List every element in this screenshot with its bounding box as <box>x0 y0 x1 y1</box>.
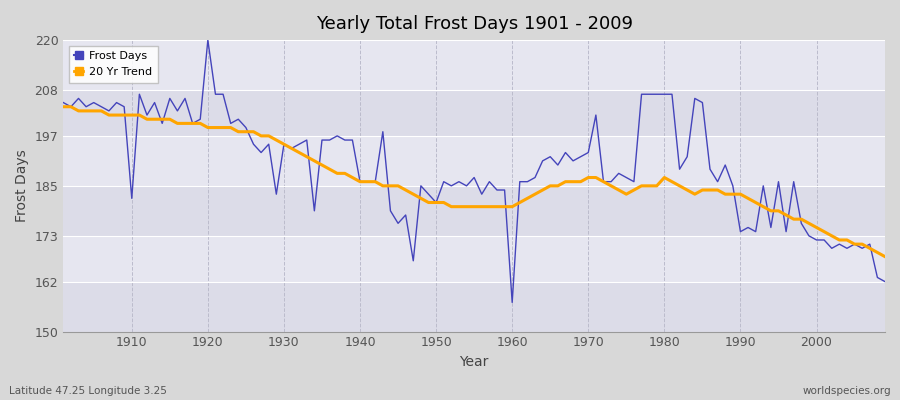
Frost Days <box>119 104 130 109</box>
Bar <box>63 186 885 236</box>
20 Yr Trend <box>500 204 510 209</box>
Frost Days <box>293 142 304 147</box>
Bar <box>63 236 885 282</box>
Frost Days <box>339 138 350 142</box>
20 Yr Trend <box>332 171 343 176</box>
Frost Days <box>522 179 533 184</box>
Legend: Frost Days, 20 Yr Trend: Frost Days, 20 Yr Trend <box>68 46 158 82</box>
Line: 20 Yr Trend: 20 Yr Trend <box>63 107 885 257</box>
Frost Days <box>507 300 517 305</box>
20 Yr Trend <box>58 104 68 109</box>
Text: worldspecies.org: worldspecies.org <box>803 386 891 396</box>
Title: Yearly Total Frost Days 1901 - 2009: Yearly Total Frost Days 1901 - 2009 <box>316 15 633 33</box>
Frost Days <box>58 100 68 105</box>
20 Yr Trend <box>119 113 130 118</box>
X-axis label: Year: Year <box>460 355 489 369</box>
20 Yr Trend <box>507 204 517 209</box>
Bar <box>63 40 885 90</box>
Frost Days <box>613 171 624 176</box>
20 Yr Trend <box>598 179 609 184</box>
Y-axis label: Frost Days: Frost Days <box>15 150 29 222</box>
Frost Days <box>879 279 890 284</box>
Bar <box>63 136 885 186</box>
20 Yr Trend <box>286 146 297 151</box>
Bar <box>63 90 885 136</box>
20 Yr Trend <box>879 254 890 259</box>
Bar <box>63 282 885 332</box>
Text: Latitude 47.25 Longitude 3.25: Latitude 47.25 Longitude 3.25 <box>9 386 166 396</box>
Line: Frost Days: Frost Days <box>63 40 885 302</box>
Frost Days <box>202 38 213 42</box>
Frost Days <box>515 179 526 184</box>
